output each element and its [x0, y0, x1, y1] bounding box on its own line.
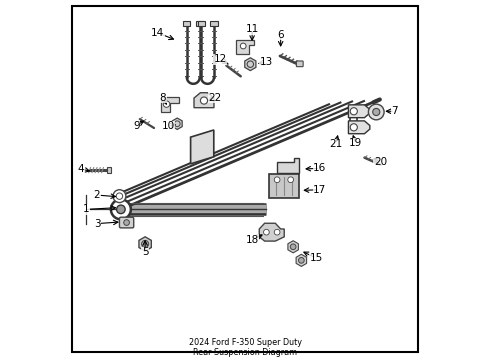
Polygon shape	[194, 93, 214, 108]
Polygon shape	[277, 158, 299, 173]
Bar	[269, 174, 298, 198]
FancyBboxPatch shape	[296, 61, 303, 67]
Polygon shape	[161, 97, 179, 112]
Circle shape	[163, 101, 170, 107]
Text: 19: 19	[349, 138, 362, 148]
Circle shape	[274, 229, 280, 235]
FancyBboxPatch shape	[183, 21, 191, 26]
FancyBboxPatch shape	[107, 167, 111, 173]
FancyBboxPatch shape	[197, 21, 205, 26]
Text: 2024 Ford F-350 Super Duty
Rear Suspension Diagram: 2024 Ford F-350 Super Duty Rear Suspensi…	[189, 338, 301, 357]
Polygon shape	[288, 241, 298, 253]
Text: 22: 22	[208, 93, 221, 103]
Polygon shape	[348, 121, 370, 134]
Text: 3: 3	[94, 219, 100, 229]
Circle shape	[290, 244, 296, 249]
Circle shape	[274, 177, 280, 183]
Text: 7: 7	[392, 106, 398, 116]
Polygon shape	[259, 223, 284, 241]
Text: 21: 21	[329, 139, 343, 149]
Text: 17: 17	[313, 185, 326, 195]
Text: 5: 5	[142, 247, 148, 257]
FancyBboxPatch shape	[120, 217, 134, 228]
Polygon shape	[296, 254, 307, 266]
Circle shape	[200, 97, 208, 104]
Text: 18: 18	[245, 235, 259, 245]
Circle shape	[124, 220, 129, 225]
Text: 10: 10	[162, 121, 175, 131]
Text: 11: 11	[245, 24, 259, 34]
Circle shape	[368, 104, 384, 120]
Text: 20: 20	[374, 157, 387, 167]
FancyBboxPatch shape	[196, 21, 203, 26]
Circle shape	[350, 108, 357, 115]
Circle shape	[241, 43, 246, 49]
Text: 9: 9	[133, 121, 140, 131]
Polygon shape	[172, 118, 182, 130]
Polygon shape	[191, 130, 214, 164]
Circle shape	[350, 124, 357, 131]
Circle shape	[117, 205, 125, 213]
Text: 13: 13	[260, 57, 273, 67]
Circle shape	[113, 190, 126, 203]
Text: 12: 12	[214, 54, 227, 64]
Polygon shape	[236, 40, 254, 54]
Circle shape	[264, 229, 269, 235]
Polygon shape	[348, 105, 370, 118]
Circle shape	[298, 257, 304, 263]
Text: 15: 15	[310, 253, 323, 263]
Polygon shape	[245, 58, 256, 71]
Text: 16: 16	[313, 163, 326, 173]
Circle shape	[288, 177, 294, 183]
Polygon shape	[139, 237, 151, 251]
Text: 8: 8	[160, 93, 166, 103]
FancyBboxPatch shape	[210, 21, 218, 26]
Circle shape	[373, 108, 380, 116]
Circle shape	[142, 240, 148, 248]
Text: 14: 14	[151, 28, 164, 38]
Text: 6: 6	[277, 30, 284, 40]
Circle shape	[111, 199, 131, 219]
Text: 1: 1	[83, 204, 90, 214]
Text: 4: 4	[77, 164, 84, 174]
Text: 2: 2	[94, 190, 100, 200]
